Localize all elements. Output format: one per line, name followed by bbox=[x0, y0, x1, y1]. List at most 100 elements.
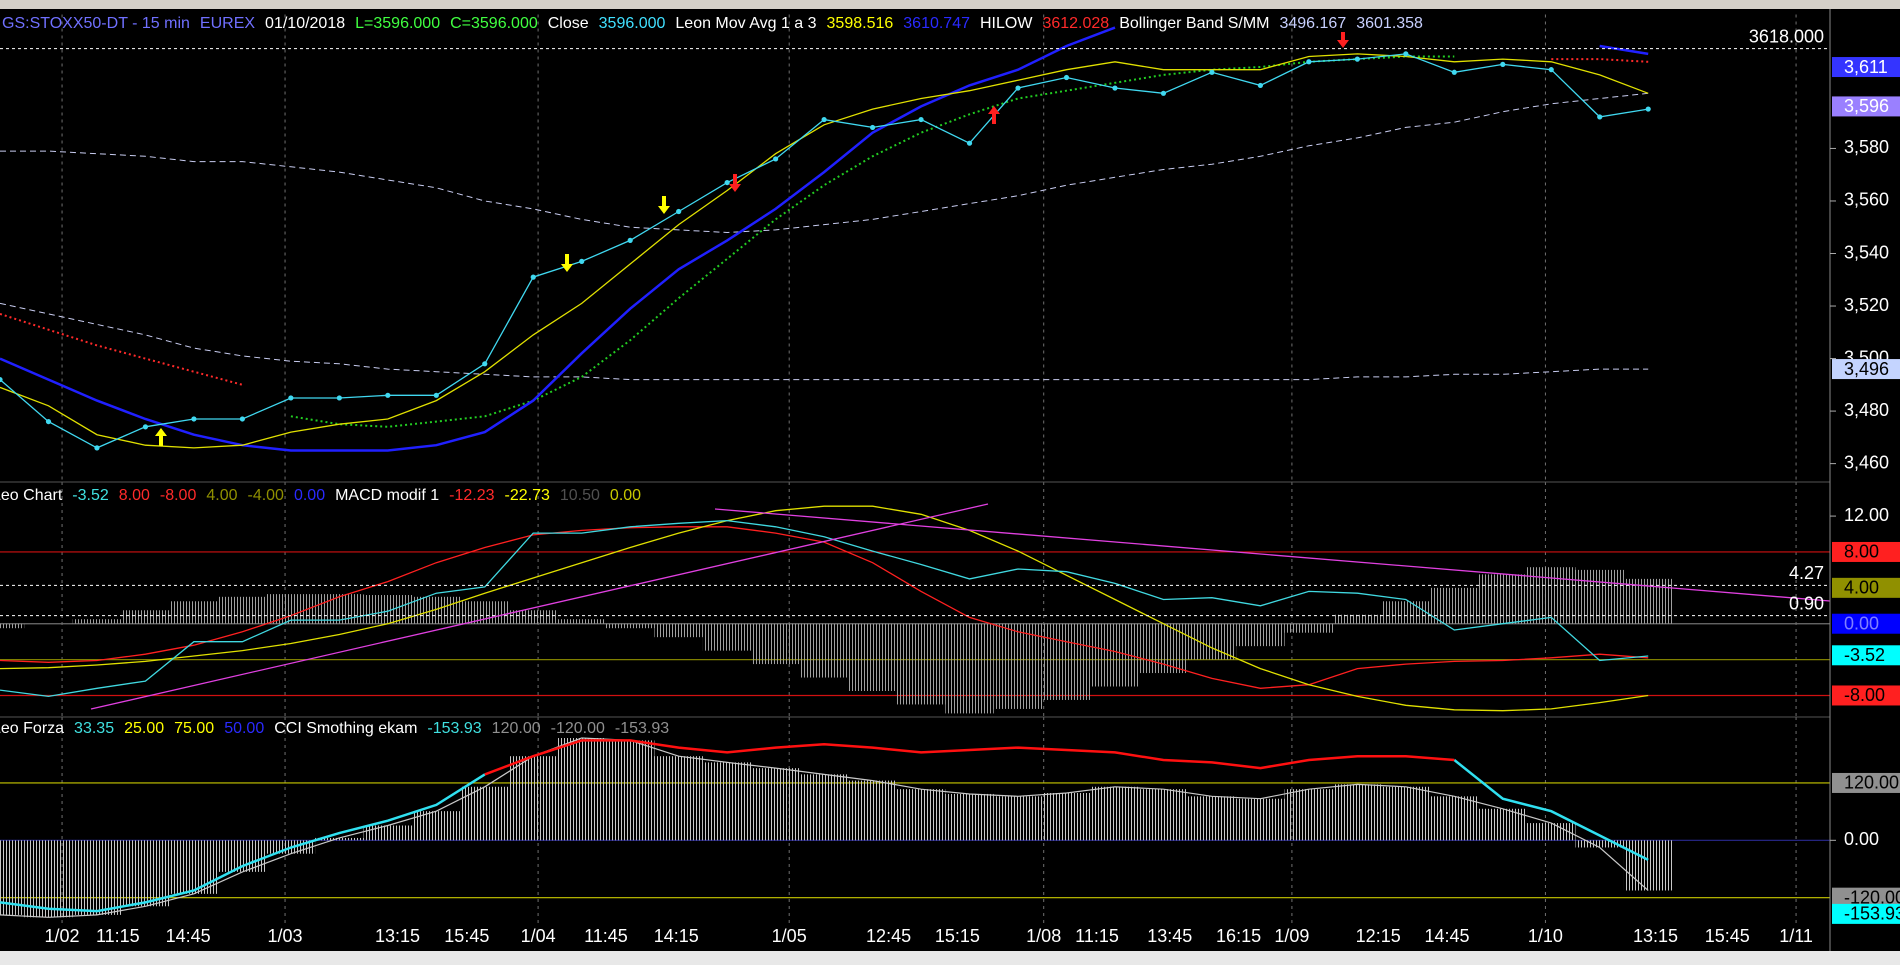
x-tick-label: 15:45 bbox=[1705, 926, 1750, 946]
histogram-bar bbox=[557, 738, 606, 841]
x-tick-label: 15:45 bbox=[444, 926, 489, 946]
value-box bbox=[1832, 887, 1900, 908]
price-dot bbox=[239, 416, 245, 422]
x-tick-label: 13:15 bbox=[375, 926, 420, 946]
price-dot bbox=[1451, 69, 1457, 75]
legend-item: CCI Smothing ekam bbox=[274, 720, 417, 737]
y-tick-label: 3,560 bbox=[1844, 190, 1889, 210]
value-box bbox=[1832, 359, 1900, 380]
value-box bbox=[1832, 57, 1900, 78]
sell-arrow bbox=[729, 174, 741, 192]
histogram-bar bbox=[1381, 601, 1431, 624]
value-box bbox=[1832, 613, 1900, 634]
reference-label: 3618.000 bbox=[1749, 26, 1824, 46]
histogram-bar bbox=[72, 840, 122, 915]
price-dot bbox=[1403, 51, 1409, 57]
histogram-bar bbox=[751, 768, 800, 841]
price-dot bbox=[724, 179, 730, 186]
histogram-bar bbox=[945, 623, 994, 714]
series-line bbox=[290, 55, 1455, 428]
series-line bbox=[0, 519, 1649, 698]
value-box-label: 8.00 bbox=[1844, 542, 1879, 562]
histogram-bar bbox=[412, 811, 461, 841]
histogram-bar bbox=[751, 623, 800, 665]
y-tick-label: 3,520 bbox=[1844, 295, 1889, 315]
value-box-label: -153.93 bbox=[1844, 904, 1900, 924]
value-box-label: 3,496 bbox=[1844, 359, 1889, 379]
histogram-bar bbox=[1430, 587, 1479, 624]
legend-item: -8.00 bbox=[160, 487, 197, 504]
price-dot bbox=[0, 376, 3, 383]
price-dot bbox=[627, 237, 633, 243]
histogram-bar bbox=[557, 619, 606, 624]
x-tick-label: 14:15 bbox=[654, 926, 699, 946]
plot-layer bbox=[0, 14, 1830, 923]
price-dot bbox=[288, 395, 294, 401]
x-tick-label: 15:15 bbox=[935, 926, 980, 946]
y-tick-label: 3,540 bbox=[1844, 242, 1889, 262]
x-tick-label: 1/02 bbox=[45, 926, 80, 946]
x-tick-label: 12:15 bbox=[1356, 926, 1401, 946]
histogram-bar bbox=[1333, 784, 1382, 841]
legend-item: Close bbox=[548, 15, 589, 32]
series-line bbox=[0, 92, 1649, 234]
signal-arrows bbox=[155, 32, 1349, 446]
histogram-bar bbox=[460, 786, 510, 841]
legend-item: 0.00 bbox=[610, 487, 641, 504]
series-line bbox=[0, 505, 1649, 712]
price-dot bbox=[433, 392, 439, 398]
legend-item: Leo Forza bbox=[0, 720, 64, 737]
legend-item: 4.00 bbox=[206, 487, 237, 504]
histogram-bar bbox=[1042, 623, 1091, 700]
price-dot bbox=[821, 116, 827, 123]
histogram-bar bbox=[24, 840, 73, 918]
price-dot bbox=[676, 208, 682, 215]
histogram-bar bbox=[702, 623, 752, 651]
histogram-outline bbox=[0, 737, 1649, 918]
toolbar[interactable] bbox=[0, 0, 1900, 9]
price-dot bbox=[579, 258, 585, 264]
trend-line bbox=[714, 508, 1831, 602]
legend-item: 120.00 bbox=[492, 720, 541, 737]
price-dot bbox=[530, 274, 536, 280]
x-tick-label: 16:15 bbox=[1216, 926, 1261, 946]
legend-item: 3596.000 bbox=[599, 15, 666, 32]
price-dot bbox=[1209, 69, 1215, 75]
price-dot bbox=[45, 418, 52, 425]
value-box-label: -8.00 bbox=[1844, 685, 1885, 705]
histogram-bar bbox=[848, 780, 897, 841]
histogram-bar bbox=[605, 740, 655, 841]
value-box-label: -120.00 bbox=[1844, 887, 1900, 907]
histogram-bar bbox=[315, 594, 364, 624]
price-dot bbox=[1354, 56, 1360, 62]
price-dot bbox=[869, 124, 876, 131]
histogram-bar bbox=[218, 596, 267, 624]
value-box bbox=[1832, 541, 1900, 562]
x-tick-label: 1/10 bbox=[1528, 926, 1563, 946]
price-dot bbox=[1597, 114, 1603, 120]
legend-item: 3601.358 bbox=[1356, 15, 1423, 32]
legend-item: 10.50 bbox=[560, 487, 600, 504]
histogram-bar bbox=[1187, 623, 1237, 660]
histogram-bar bbox=[702, 762, 752, 841]
value-box bbox=[1832, 685, 1900, 706]
legend-item: -3.52 bbox=[72, 487, 109, 504]
histogram-bar bbox=[799, 623, 849, 678]
histogram-bar bbox=[1527, 823, 1576, 841]
sell-arrow bbox=[658, 196, 670, 214]
legend-item: 3598.516 bbox=[827, 15, 894, 32]
price-dot bbox=[773, 156, 779, 162]
legend-item: -4.00 bbox=[247, 487, 284, 504]
price-dot bbox=[1112, 85, 1118, 91]
histogram-bar bbox=[412, 596, 461, 624]
x-tick-label: 14:45 bbox=[166, 926, 211, 946]
legend-item: 0.00 bbox=[294, 487, 325, 504]
histogram-bar bbox=[605, 623, 655, 629]
legend-item: -120.00 bbox=[551, 720, 605, 737]
histogram-bar bbox=[945, 793, 994, 841]
price-dot bbox=[966, 140, 973, 146]
y-tick-label: 3,480 bbox=[1844, 400, 1889, 420]
histogram-bar bbox=[1284, 789, 1334, 841]
